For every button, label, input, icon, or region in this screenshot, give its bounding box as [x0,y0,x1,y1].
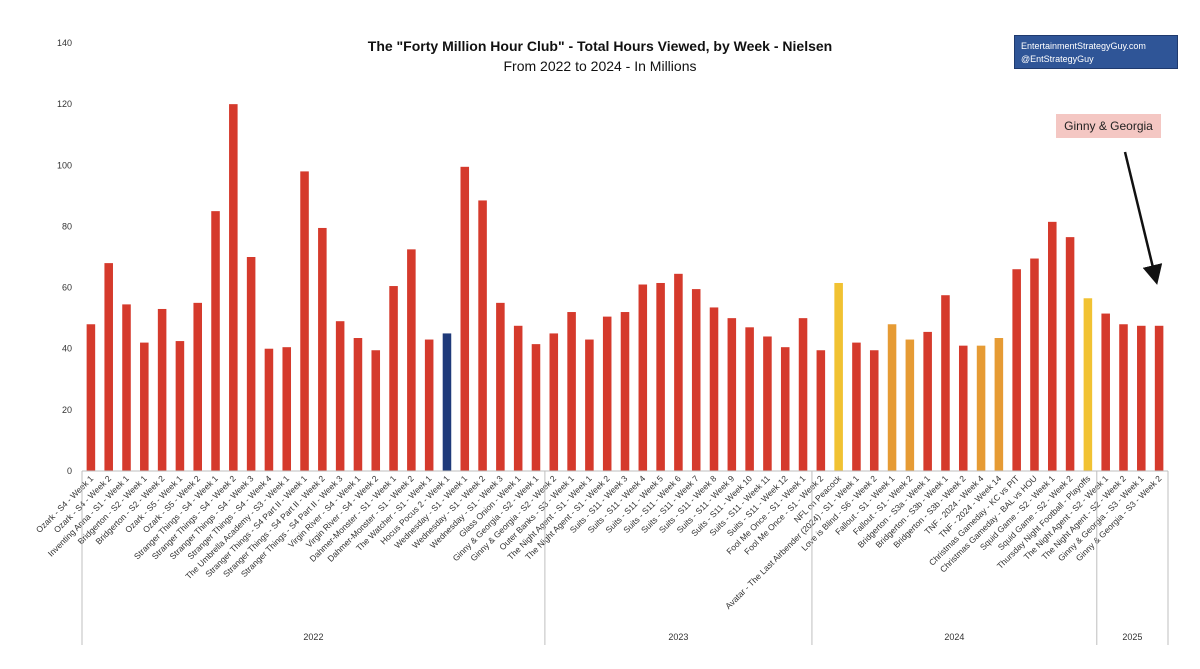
bar [353,338,363,471]
y-tick-label: 20 [62,405,72,415]
bar [923,331,932,471]
bar [976,345,986,471]
chart-subtitle: From 2022 to 2024 - In Millions [503,58,697,74]
bar [816,350,826,471]
bar [1137,325,1146,471]
bar [691,289,701,471]
bar [727,318,737,471]
bar [1012,269,1021,471]
year-label: 2023 [668,632,688,642]
chart-title: The "Forty Million Hour Club" - Total Ho… [367,38,833,54]
bar [1048,221,1057,471]
bar [371,350,381,471]
callout-arrow [1123,151,1163,285]
bar [140,342,149,471]
year-label: 2024 [944,632,964,642]
bar [175,341,185,471]
bar [335,321,345,471]
bar [1154,325,1164,471]
bar [1083,298,1093,471]
bar [798,318,808,471]
bar [531,344,541,471]
year-label: 2022 [303,632,323,642]
bar [887,324,897,471]
bar [318,227,327,471]
bar [585,339,594,471]
bar [122,304,131,471]
bar [264,348,274,471]
bar [745,327,754,471]
bar [567,312,576,471]
y-tick-label: 40 [62,344,72,354]
bar [869,350,879,471]
bar [674,273,683,471]
bar [709,307,719,471]
bar [620,312,630,471]
bar [638,284,648,471]
bar [852,342,861,471]
bar [1119,324,1128,471]
bar [780,347,790,471]
bar [157,308,167,471]
bar [496,302,505,471]
bar [104,263,113,471]
bar [282,347,292,471]
watermark-handle: @EntStrategyGuy [1021,54,1094,64]
bar [1030,258,1039,471]
bar [300,171,309,471]
bar [905,339,915,471]
y-tick-label: 80 [62,221,72,231]
y-tick-label: 120 [57,99,72,109]
y-tick-label: 140 [57,38,72,48]
bar [86,324,96,471]
bar [424,339,434,471]
bar [656,282,665,471]
bar [834,282,843,471]
y-tick-label: 0 [67,466,72,476]
bar [941,295,950,471]
year-label: 2025 [1122,632,1142,642]
bar [994,338,1004,471]
bar [1101,313,1110,471]
bar [513,325,523,471]
bar [460,166,470,472]
bar [763,336,772,471]
bar [246,257,256,471]
bar [1065,237,1075,471]
bar [229,104,238,472]
bar [478,200,487,471]
y-tick-label: 60 [62,283,72,293]
ginny-georgia-callout: Ginny & Georgia [1056,114,1161,138]
bar [549,333,559,471]
bar [211,211,220,471]
bar [442,333,452,471]
watermark-box: EntertainmentStrategyGuy.com @EntStrateg… [1014,35,1178,69]
bar [193,302,202,471]
watermark-site: EntertainmentStrategyGuy.com [1021,41,1146,51]
bar [407,249,416,471]
y-tick-label: 100 [57,160,72,170]
bar [602,316,612,471]
bar [958,345,968,471]
bar [389,286,398,471]
